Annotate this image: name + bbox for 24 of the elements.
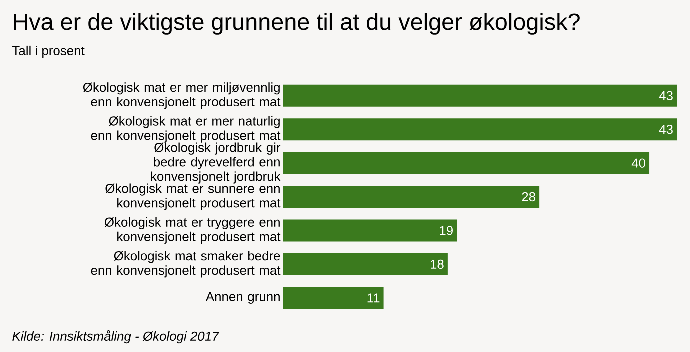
y-tick-label: Økologisk jordbruk gir bedre dyrevelferd enn konvensjonelt jordbruk [151,142,281,184]
bar [283,253,448,276]
bar [283,118,678,141]
data-label: 40 [632,158,646,168]
data-label: 43 [659,91,673,100]
y-tick-label: Økologisk mat er sunnere enn konvensjonelt produsert mat [106,184,281,210]
bar [283,84,678,107]
y-tick-label: Økologisk mat smaker bedre enn konvensjonelt produsert mat [91,251,281,278]
y-tick-label: Økologisk mat er mer naturlig enn konvensjonelt produsert mat [91,116,281,143]
data-label: 19 [440,226,453,236]
bar [283,152,650,174]
text: Kilde: Innsiktsmåling - Økologi 2017 [12,330,220,344]
bar [283,186,540,208]
chart-title: Hva er de viktigste grunnene til at du velger økologisk? [14,13,580,35]
text: Tall i prosent [12,46,85,58]
y-tick-label: Annen grunn [206,292,280,304]
data-label: 18 [430,260,444,270]
y-tick-label: Økologisk mat er tryggere enn konvensjonelt produsert mat [104,217,281,244]
data-label: 43 [659,124,673,134]
y-tick-label: Økologisk mat er mer miljøvennlig enn konvensjonelt produsert mat [83,82,281,110]
bar [283,287,384,310]
data-label: 11 [368,294,380,303]
bar [283,220,458,242]
data-label: 28 [522,192,536,202]
